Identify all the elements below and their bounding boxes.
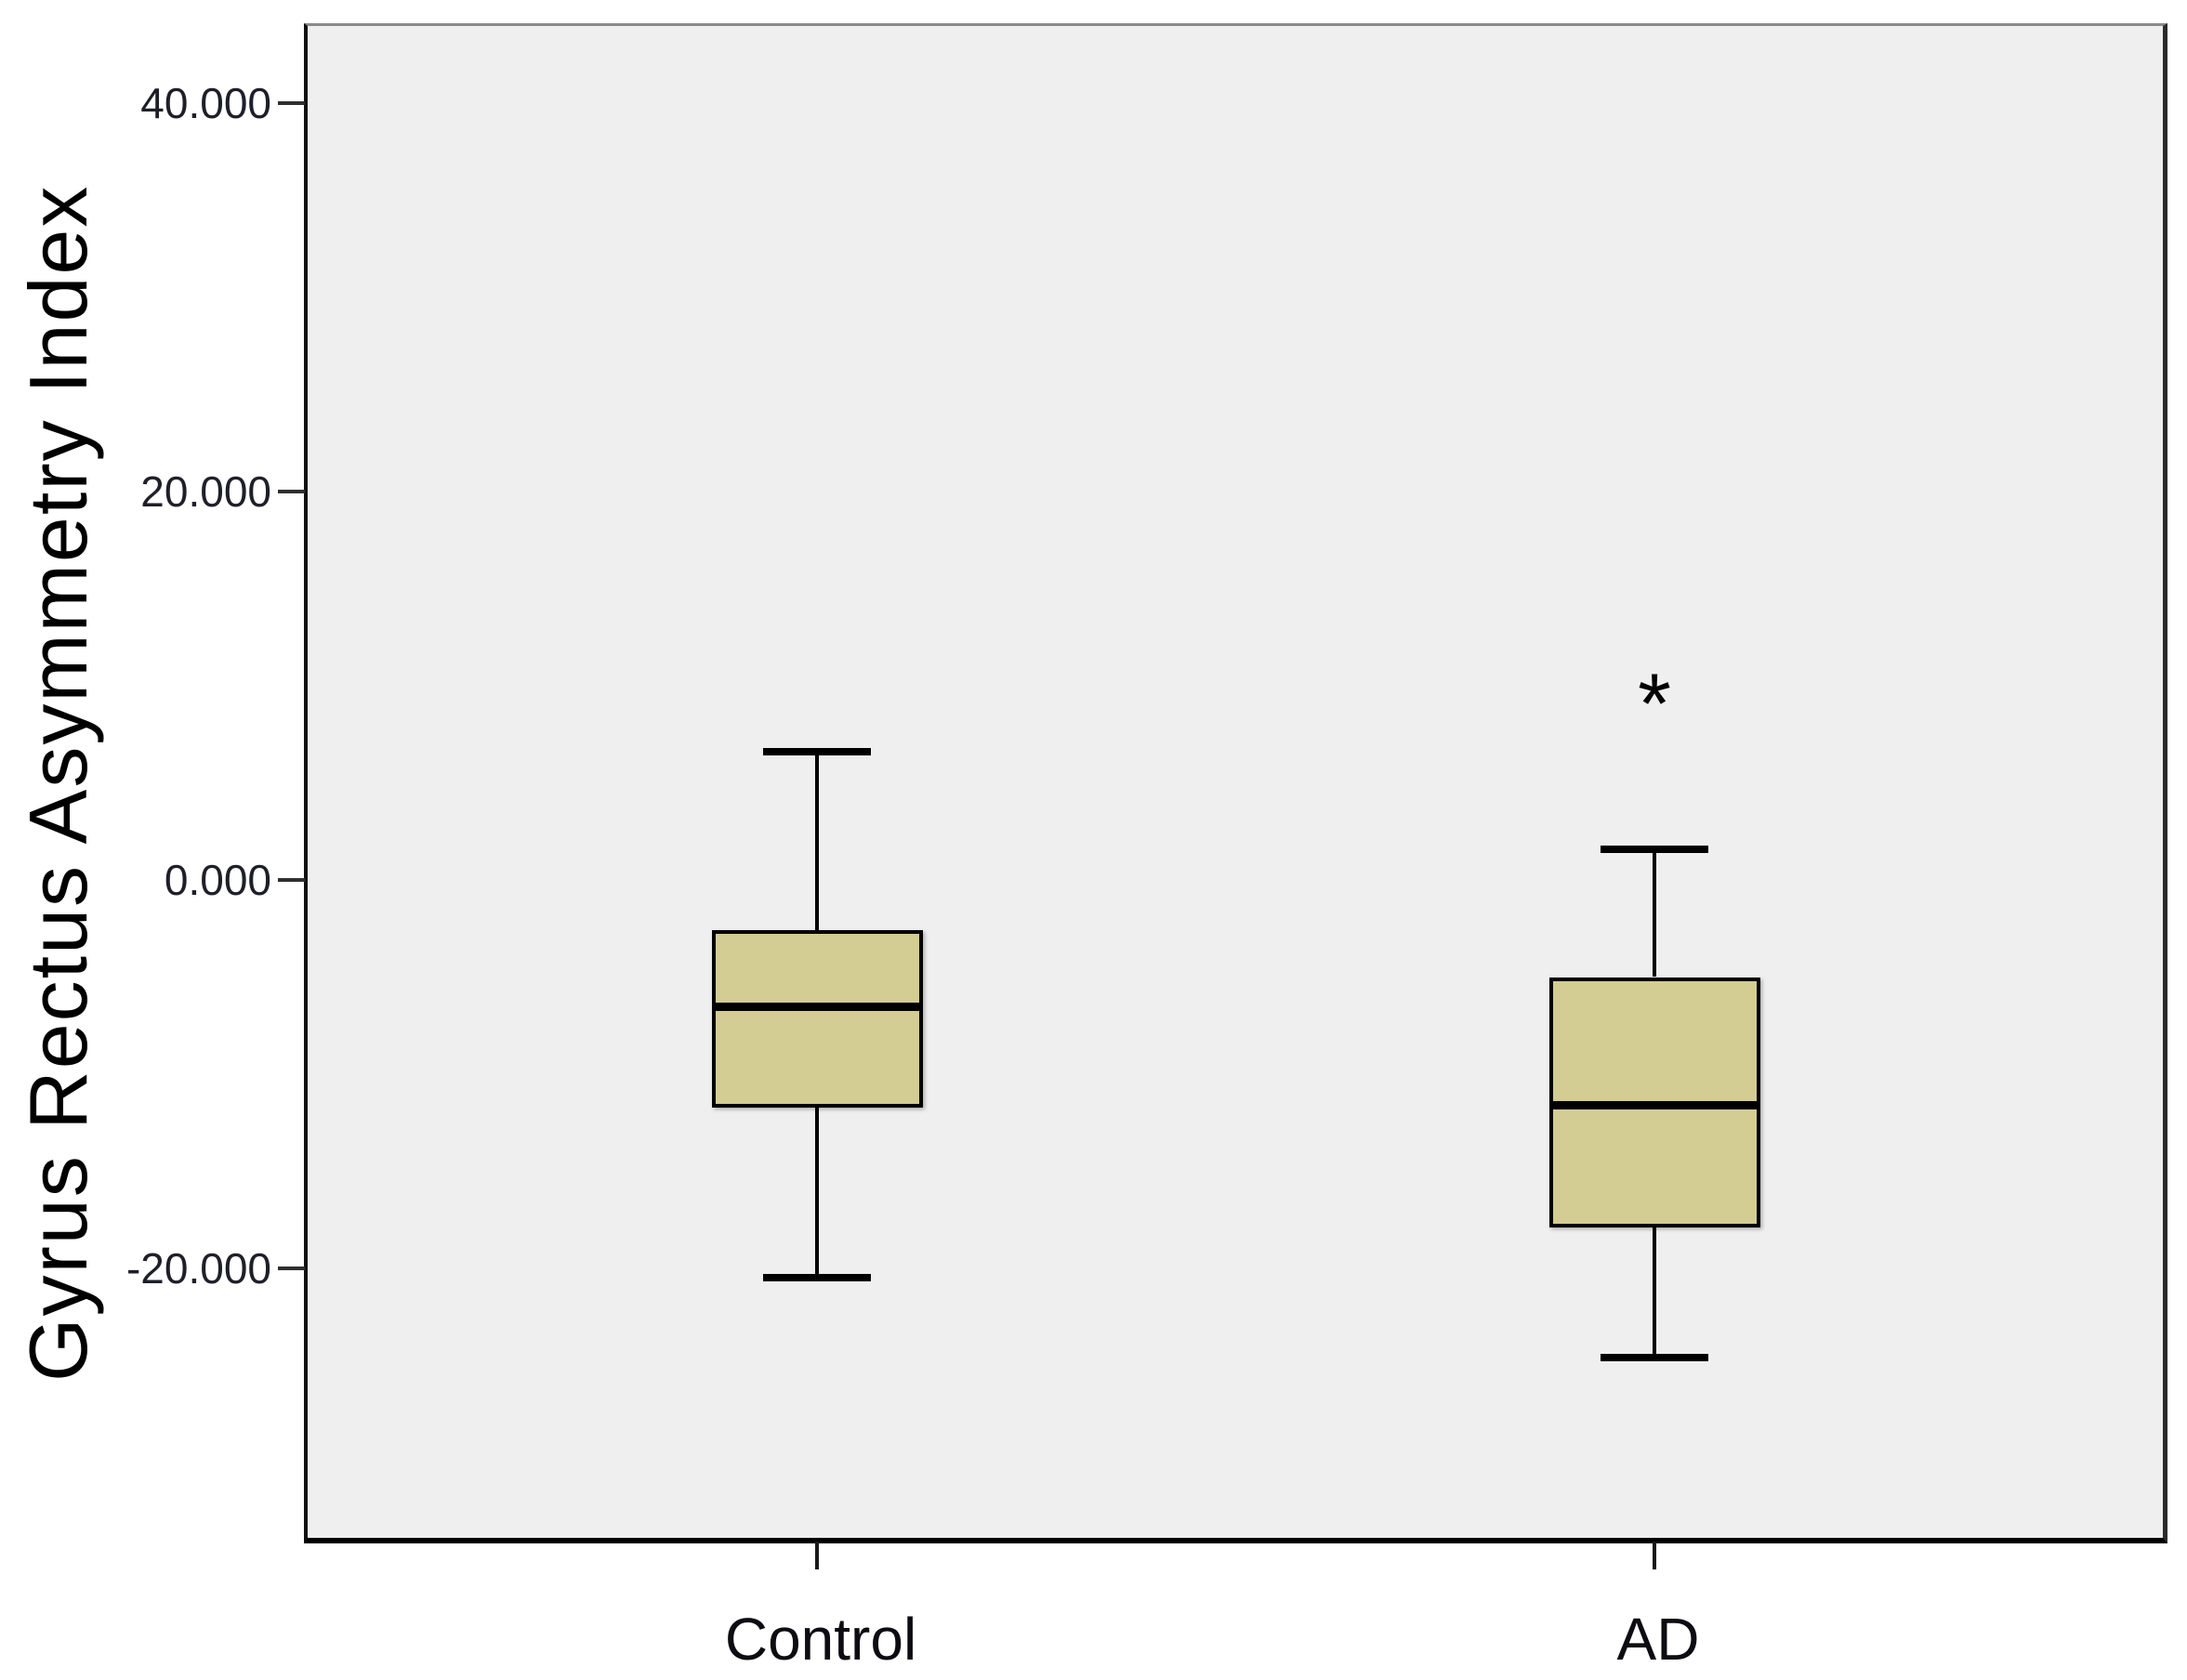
median-line	[711, 1002, 923, 1011]
y-axis-tick-label: 40.000	[140, 79, 271, 127]
x-category-label-ad: AD	[1616, 1606, 1700, 1673]
iqr-box-control	[711, 930, 923, 1108]
median-line	[1548, 1101, 1760, 1110]
lower-whisker-cap	[1601, 1354, 1708, 1362]
upper-whisker-line	[815, 752, 819, 931]
upper-whisker-line	[1653, 848, 1656, 978]
y-axis-tick-label: -20.000	[125, 1244, 271, 1293]
y-axis-tick	[278, 101, 305, 105]
x-axis-tick	[815, 1542, 819, 1569]
extreme-outlier-marker: *	[1638, 657, 1671, 753]
lower-whisker-line	[815, 1107, 819, 1279]
lower-whisker-cap	[763, 1274, 871, 1282]
x-category-label-control: Control	[724, 1606, 917, 1673]
x-axis-tick	[1653, 1542, 1656, 1569]
lower-whisker-line	[1653, 1227, 1656, 1358]
y-axis-tick	[278, 1267, 305, 1270]
upper-whisker-cap	[763, 748, 871, 756]
y-axis-tick-label: 0.000	[164, 856, 271, 904]
y-axis-tick	[278, 490, 305, 493]
upper-whisker-cap	[1601, 845, 1708, 853]
y-axis-tick	[278, 878, 305, 882]
y-axis-title: Gyrus Rectus Asymmetry Index	[12, 184, 104, 1383]
y-axis-tick-label: 20.000	[140, 467, 271, 516]
plot-area	[304, 23, 2167, 1543]
